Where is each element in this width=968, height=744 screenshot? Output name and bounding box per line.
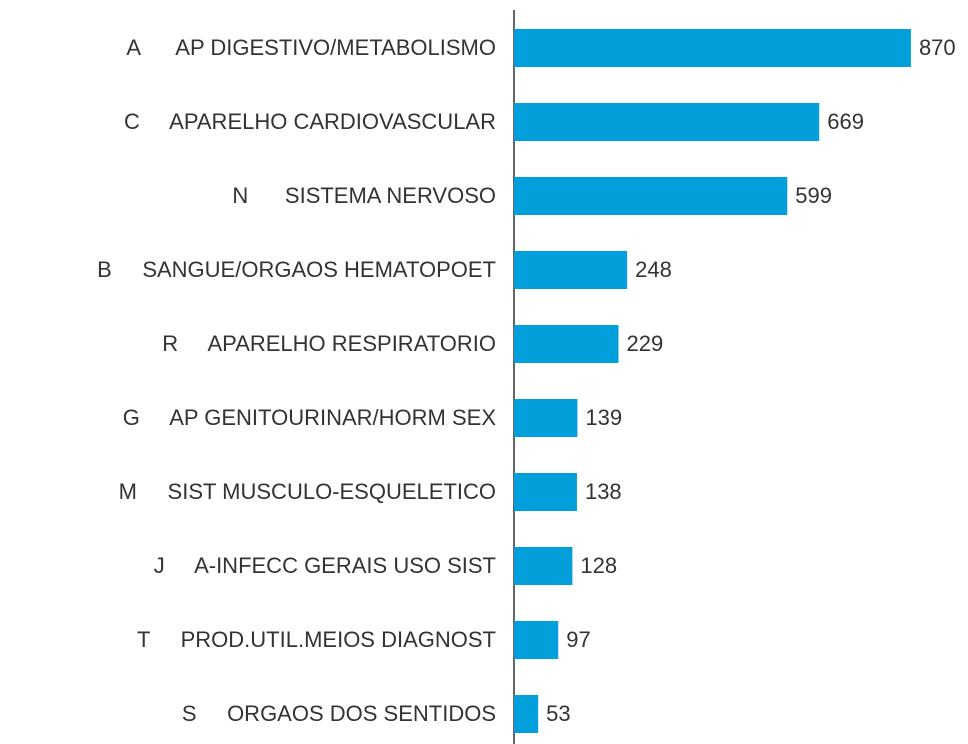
value-label: 248	[635, 257, 672, 282]
y-tick-label: M SIST MUSCULO-ESQUELETICO	[119, 479, 496, 504]
value-label: 870	[919, 35, 956, 60]
bar	[514, 473, 577, 511]
y-tick-label: T PROD.UTIL.MEIOS DIAGNOST	[137, 627, 496, 652]
y-tick-label: G AP GENITOURINAR/HORM SEX	[123, 405, 497, 430]
value-label: 669	[827, 109, 864, 134]
y-tick-label: S ORGAOS DOS SENTIDOS	[182, 701, 496, 726]
y-tick-label: B SANGUE/ORGAOS HEMATOPOET	[97, 257, 496, 282]
y-tick-label: C APARELHO CARDIOVASCULAR	[124, 109, 496, 134]
value-label: 97	[566, 627, 590, 652]
y-tick-label: J A-INFECC GERAIS USO SIST	[154, 553, 496, 578]
value-label: 128	[580, 553, 617, 578]
bar	[514, 29, 911, 67]
value-label: 138	[585, 479, 622, 504]
y-tick-label: A AP DIGESTIVO/METABOLISMO	[126, 35, 496, 60]
bar	[514, 251, 628, 289]
y-tick-label: R APARELHO RESPIRATORIO	[162, 331, 496, 356]
value-label: 53	[546, 701, 570, 726]
bar	[514, 695, 539, 733]
value-label: 599	[795, 183, 832, 208]
bar	[514, 325, 619, 363]
bar	[514, 103, 820, 141]
bar	[514, 621, 559, 659]
bar	[514, 547, 573, 585]
y-tick-label: N SISTEMA NERVOSO	[232, 183, 496, 208]
value-label: 229	[626, 331, 663, 356]
value-label: 139	[585, 405, 622, 430]
bar	[514, 399, 578, 437]
bar	[514, 177, 788, 215]
